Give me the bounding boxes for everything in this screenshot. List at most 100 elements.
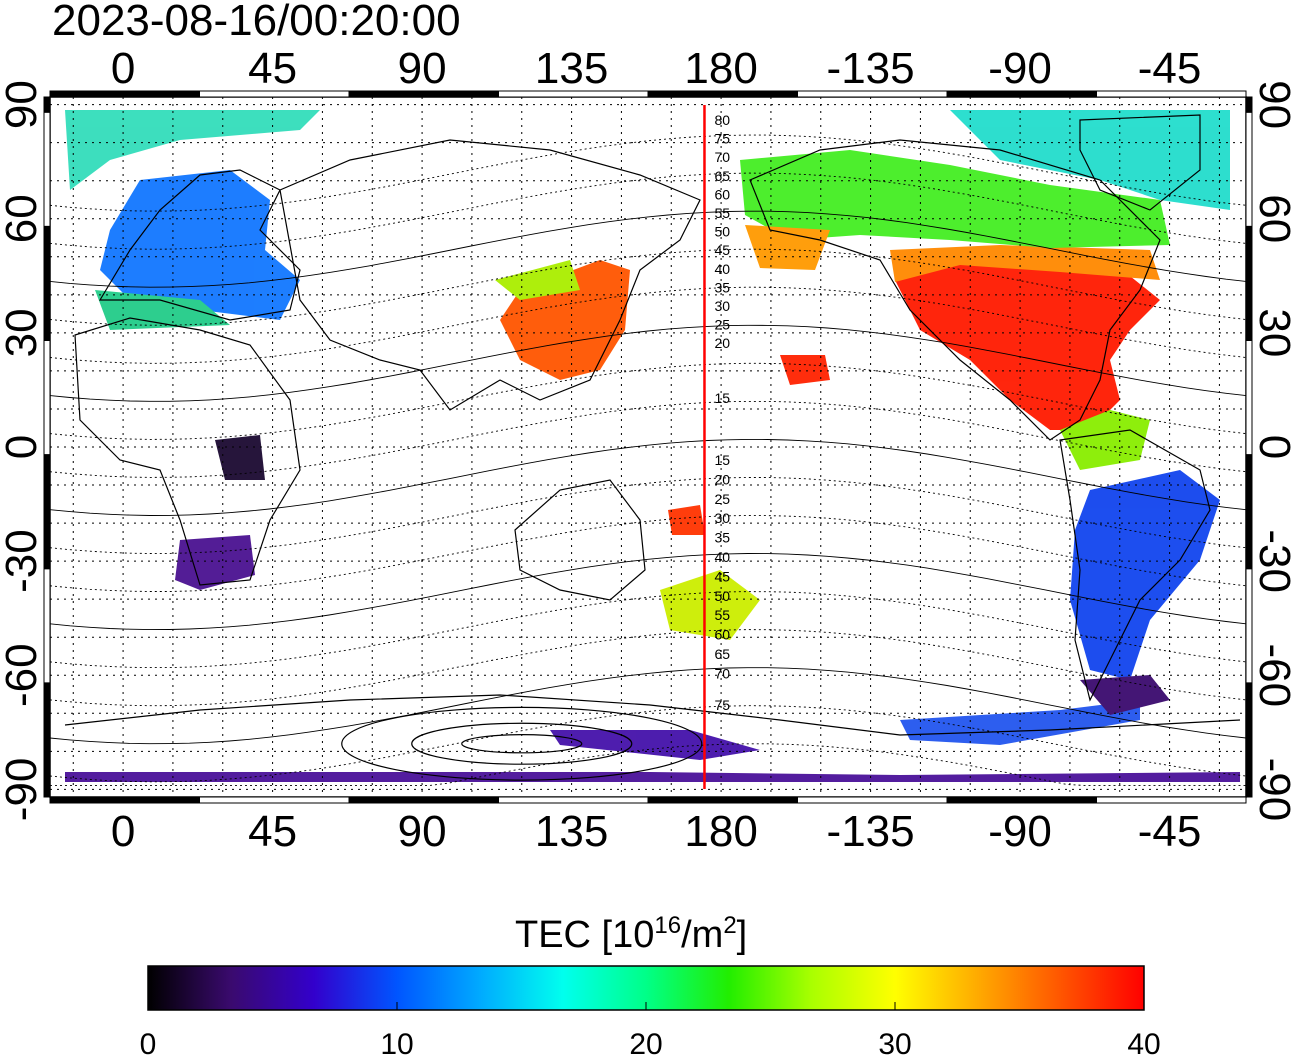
mlat-label: 55 — [714, 205, 730, 221]
lon-tick-top: -135 — [827, 44, 915, 93]
mlat-contour — [50, 324, 1246, 402]
tec-region-central-america — [1060, 410, 1150, 470]
tec-region-canada-west — [745, 225, 830, 270]
tec-region-south-america — [1070, 470, 1220, 680]
mlat-label: 20 — [714, 335, 730, 351]
mlat-pole-contour — [411, 722, 633, 765]
frame-bar — [498, 796, 649, 804]
coast-antarctica — [64, 694, 1241, 736]
colorbar-tick-label: 0 — [140, 1028, 157, 1057]
mlat-pole-contour — [341, 706, 703, 781]
frame-bar — [797, 796, 948, 804]
lat-tick-right: -30 — [1250, 529, 1294, 593]
mlat-label: 30 — [714, 510, 730, 526]
mlat-pole-contour — [461, 734, 583, 754]
mlat-contour — [50, 667, 1246, 745]
magnetic-latitude-contours — [50, 134, 1246, 787]
frame-bar — [1096, 796, 1247, 804]
mlat-contour — [50, 248, 1246, 326]
lon-tick-top: -45 — [1138, 44, 1202, 93]
tec-data-layer — [65, 110, 1240, 782]
mlat-label: 65 — [714, 646, 730, 662]
mlat-contour — [50, 172, 1246, 250]
mlat-label: 30 — [714, 298, 730, 314]
mlat-contour — [50, 591, 1246, 669]
lat-tick-left: 60 — [0, 194, 46, 243]
mlat-label: 40 — [714, 549, 730, 565]
mlat-label: 75 — [714, 697, 730, 713]
mlat-contour — [50, 438, 1246, 516]
frame-bar — [348, 796, 499, 804]
mlat-label: 70 — [714, 149, 730, 165]
tec-region-arctic-europe — [65, 110, 320, 190]
tec-region-antarctica-east — [550, 730, 760, 760]
tec-region-tasman — [668, 505, 705, 535]
mlat-label: 45 — [714, 568, 730, 584]
mlat-label: 25 — [714, 317, 730, 333]
lat-tick-right: 60 — [1250, 194, 1294, 243]
mlat-label: 25 — [714, 491, 730, 507]
coast-australia — [514, 479, 646, 601]
mlat-label: 50 — [714, 588, 730, 604]
mlat-label: 70 — [714, 665, 730, 681]
lat-tick-right: 90 — [1250, 80, 1294, 129]
lat-tick-right: 0 — [1250, 435, 1294, 459]
lon-tick-bottom: 45 — [248, 807, 297, 856]
lat-tick-left: 90 — [0, 80, 46, 129]
frame-bar — [49, 796, 200, 804]
map-timestamp: 2023-08-16/00:20:00 — [52, 0, 461, 45]
map-grid — [50, 97, 1246, 797]
mlat-contour — [50, 743, 1246, 787]
lat-tick-right: -90 — [1250, 758, 1294, 822]
mlat-label: 75 — [714, 131, 730, 147]
lon-tick-top: 90 — [398, 44, 447, 93]
frame-bar — [199, 796, 350, 804]
mlat-label: 15 — [714, 390, 730, 406]
tec-region-new-zealand — [660, 570, 760, 640]
colorbar-tick-label: 40 — [1127, 1028, 1160, 1057]
lon-tick-top: 135 — [535, 44, 608, 93]
lat-tick-left: 0 — [0, 435, 46, 459]
mlat-label: 65 — [714, 168, 730, 184]
lon-tick-top: -90 — [988, 44, 1052, 93]
colorbar-ticks: 0 10 20 30 40 — [140, 1002, 1161, 1057]
lat-tick-right: 30 — [1250, 308, 1294, 357]
mlat-contour — [50, 134, 1246, 212]
lat-tick-left: 30 — [0, 308, 46, 357]
mlat-label: 55 — [714, 607, 730, 623]
frame-bar — [43, 96, 51, 113]
colorbar-tick-label: 10 — [380, 1028, 413, 1057]
lon-tick-top: 180 — [684, 44, 757, 93]
lat-tick-left: -30 — [0, 529, 46, 593]
tec-region-north-america-belt — [890, 245, 1160, 282]
coast-south-america — [1059, 429, 1211, 702]
tec-region-north-america — [895, 262, 1160, 430]
tec-region-africa-dark — [215, 435, 265, 480]
magnetic-latitude-labels: 80 75 70 65 60 55 50 45 40 35 30 25 20 15 15 20 25 30 35 40… — [714, 112, 730, 713]
mlat-contour — [50, 477, 1246, 554]
colorbar-title: TEC [1016/m2] — [515, 912, 747, 956]
coastlines — [64, 114, 1241, 736]
coast-asia — [279, 139, 701, 411]
mlat-label: 45 — [714, 242, 730, 258]
lon-tick-bottom: -135 — [827, 807, 915, 856]
mlat-contour — [50, 210, 1246, 288]
map-frame — [43, 90, 1253, 804]
lat-tick-right: -60 — [1250, 643, 1294, 707]
coast-africa — [74, 317, 301, 586]
lon-tick-top: 45 — [248, 44, 297, 93]
lon-tick-bottom: 90 — [398, 807, 447, 856]
frame-bar — [1096, 90, 1247, 98]
tec-region-canada — [740, 150, 1170, 248]
mlat-contour — [50, 400, 1246, 478]
mlat-contour — [50, 629, 1246, 707]
mlat-label: 40 — [714, 261, 730, 277]
lat-tick-left: -90 — [0, 758, 46, 822]
mlat-contour — [50, 362, 1246, 440]
tec-region-south-pole-band — [65, 772, 1240, 782]
frame-bar — [946, 796, 1097, 804]
lon-tick-top: 0 — [111, 44, 135, 93]
mlat-label: 80 — [714, 112, 730, 128]
mlat-label: 50 — [714, 224, 730, 240]
